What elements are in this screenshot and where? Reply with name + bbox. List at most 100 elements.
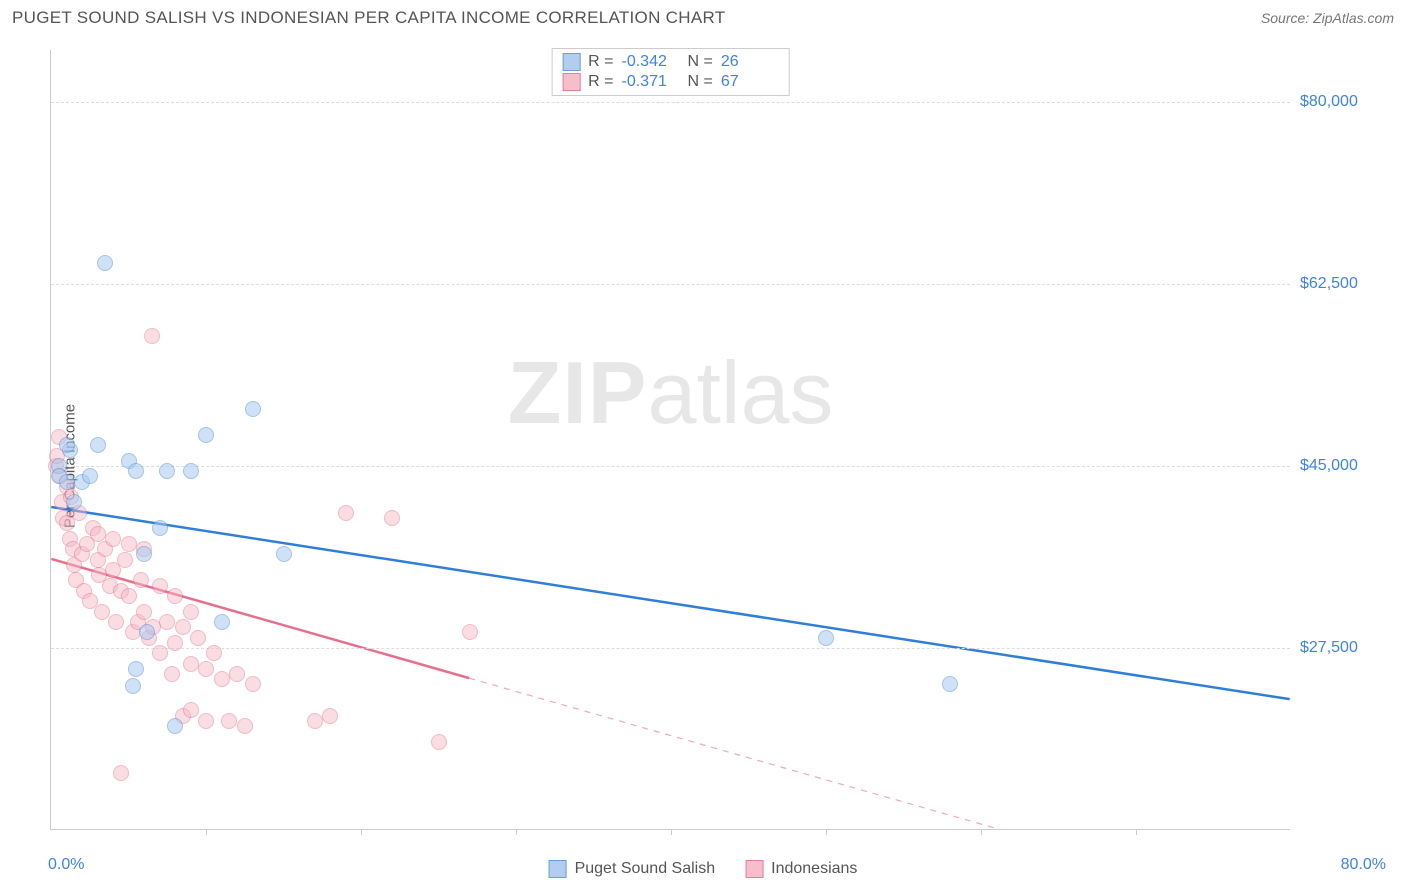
- data-point-indonesians: [167, 588, 183, 604]
- data-point-indonesians: [121, 588, 137, 604]
- data-point-indonesians: [108, 614, 124, 630]
- data-point-indonesians: [97, 541, 113, 557]
- data-point-salish: [125, 678, 141, 694]
- stat-label: R =: [588, 73, 613, 91]
- data-point-indonesians: [152, 578, 168, 594]
- data-point-indonesians: [136, 604, 152, 620]
- data-point-indonesians: [105, 562, 121, 578]
- x-axis-max-label: 80.0%: [1341, 856, 1386, 874]
- y-tick-label: $45,000: [1300, 457, 1400, 475]
- y-tick-label: $62,500: [1300, 275, 1400, 293]
- data-point-indonesians: [76, 583, 92, 599]
- swatch-salish: [562, 53, 580, 71]
- data-point-salish: [66, 494, 82, 510]
- legend-item-salish: Puget Sound Salish: [549, 860, 716, 878]
- data-point-indonesians: [141, 630, 157, 646]
- data-point-indonesians: [190, 630, 206, 646]
- data-point-salish: [82, 468, 98, 484]
- data-point-salish: [152, 520, 168, 536]
- chart-container: Per Capita Income ZIPatlas R = -0.342 N …: [0, 40, 1406, 892]
- gridline: [51, 102, 1290, 103]
- data-point-salish: [167, 718, 183, 734]
- data-point-indonesians: [68, 572, 84, 588]
- data-point-indonesians: [63, 489, 79, 505]
- data-point-indonesians: [71, 505, 87, 521]
- data-point-salish: [942, 676, 958, 692]
- data-point-indonesians: [431, 734, 447, 750]
- stat-value-r: -0.342: [622, 53, 680, 71]
- data-point-indonesians: [338, 505, 354, 521]
- data-point-indonesians: [113, 583, 129, 599]
- data-point-indonesians: [54, 494, 70, 510]
- data-point-salish: [62, 442, 78, 458]
- x-tick-mark: [671, 829, 672, 835]
- watermark: ZIPatlas: [508, 342, 834, 444]
- data-point-indonesians: [125, 624, 141, 640]
- data-point-indonesians: [130, 614, 146, 630]
- swatch-indonesians: [745, 860, 763, 878]
- data-point-indonesians: [94, 604, 110, 620]
- data-point-indonesians: [102, 578, 118, 594]
- chart-title: PUGET SOUND SALISH VS INDONESIAN PER CAP…: [12, 8, 725, 28]
- data-point-indonesians: [322, 708, 338, 724]
- swatch-salish: [549, 860, 567, 878]
- legend-label: Indonesians: [771, 860, 857, 878]
- data-point-indonesians: [113, 765, 129, 781]
- data-point-indonesians: [79, 536, 95, 552]
- data-point-salish: [139, 624, 155, 640]
- gridline: [51, 466, 1290, 467]
- data-point-salish: [245, 401, 261, 417]
- plot-area: ZIPatlas R = -0.342 N = 26 R = -0.371 N …: [50, 50, 1290, 830]
- correlation-stats-legend: R = -0.342 N = 26 R = -0.371 N = 67: [551, 48, 790, 96]
- x-tick-mark: [826, 829, 827, 835]
- data-point-salish: [90, 437, 106, 453]
- data-point-indonesians: [59, 479, 75, 495]
- y-tick-label: $80,000: [1300, 93, 1400, 111]
- stat-label: R =: [588, 53, 613, 71]
- data-point-indonesians: [133, 572, 149, 588]
- stat-label: N =: [688, 73, 713, 91]
- data-point-indonesians: [59, 515, 75, 531]
- data-point-indonesians: [105, 531, 121, 547]
- data-point-salish: [59, 437, 75, 453]
- x-tick-mark: [1136, 829, 1137, 835]
- data-point-indonesians: [145, 619, 161, 635]
- data-point-indonesians: [85, 520, 101, 536]
- swatch-indonesians: [562, 73, 580, 91]
- data-point-indonesians: [144, 328, 160, 344]
- data-point-indonesians: [90, 526, 106, 542]
- data-point-indonesians: [62, 531, 78, 547]
- data-point-indonesians: [198, 661, 214, 677]
- data-point-indonesians: [82, 593, 98, 609]
- x-tick-mark: [516, 829, 517, 835]
- y-tick-label: $27,500: [1300, 639, 1400, 657]
- data-point-indonesians: [91, 567, 107, 583]
- data-point-indonesians: [462, 624, 478, 640]
- data-point-indonesians: [175, 708, 191, 724]
- data-point-indonesians: [183, 604, 199, 620]
- data-point-indonesians: [51, 429, 67, 445]
- gridline: [51, 284, 1290, 285]
- x-tick-mark: [981, 829, 982, 835]
- data-point-salish: [198, 427, 214, 443]
- data-point-salish: [51, 468, 67, 484]
- data-point-indonesians: [221, 713, 237, 729]
- data-point-indonesians: [183, 656, 199, 672]
- data-point-indonesians: [49, 448, 65, 464]
- data-point-indonesians: [159, 614, 175, 630]
- x-axis-min-label: 0.0%: [48, 856, 84, 874]
- data-point-indonesians: [307, 713, 323, 729]
- data-point-indonesians: [214, 671, 230, 687]
- data-point-indonesians: [136, 541, 152, 557]
- legend-label: Puget Sound Salish: [575, 860, 716, 878]
- data-point-indonesians: [175, 619, 191, 635]
- stat-value-n: 67: [721, 73, 779, 91]
- x-tick-mark: [206, 829, 207, 835]
- data-point-indonesians: [117, 552, 133, 568]
- data-point-indonesians: [164, 666, 180, 682]
- data-point-indonesians: [65, 541, 81, 557]
- data-point-indonesians: [55, 510, 71, 526]
- data-point-salish: [276, 546, 292, 562]
- data-point-indonesians: [384, 510, 400, 526]
- stat-value-n: 26: [721, 53, 779, 71]
